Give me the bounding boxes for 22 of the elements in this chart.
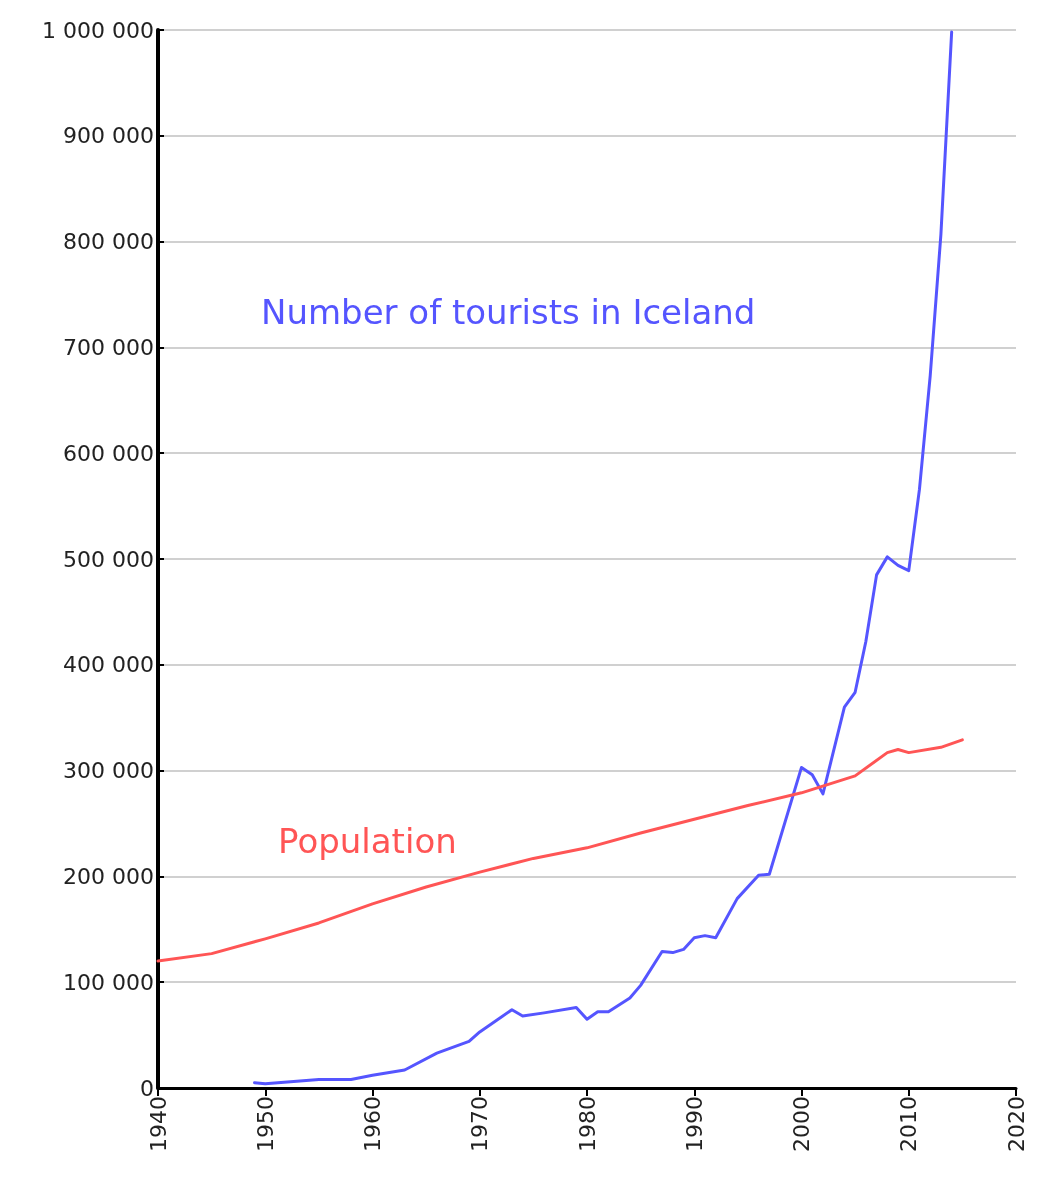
x-tick-label: 1970 [467,1096,493,1152]
y-tick-label: 100 000 [63,969,154,995]
text: Number of tourists in Iceland [260,291,756,332]
y-tick-label: 200 000 [63,863,154,889]
x-tick-label: 2000 [789,1096,814,1152]
series-label: Population [278,820,457,861]
y-tick-label: 400 000 [63,652,154,678]
x-tick-label: 2010 [896,1096,922,1152]
y-tick-label: 1 000 000 [42,17,154,43]
x-tick-label: 1950 [252,1096,278,1152]
y-tick-label: 300 000 [63,758,154,784]
y-tick-label: 900 000 [63,123,154,149]
y-tick-label: 600 000 [63,440,154,466]
y-tick-label: 800 000 [63,229,154,255]
y-tick-label: 700 000 [63,334,154,360]
x-tick-label: 1960 [360,1096,385,1152]
line-series [253,30,954,1086]
x-tick-label: 1980 [574,1096,600,1152]
line-series [156,738,964,963]
x-tick-label: 1990 [681,1096,707,1152]
x-tick-label: 2020 [1003,1096,1029,1152]
y-tick-label: 500 000 [63,546,154,572]
